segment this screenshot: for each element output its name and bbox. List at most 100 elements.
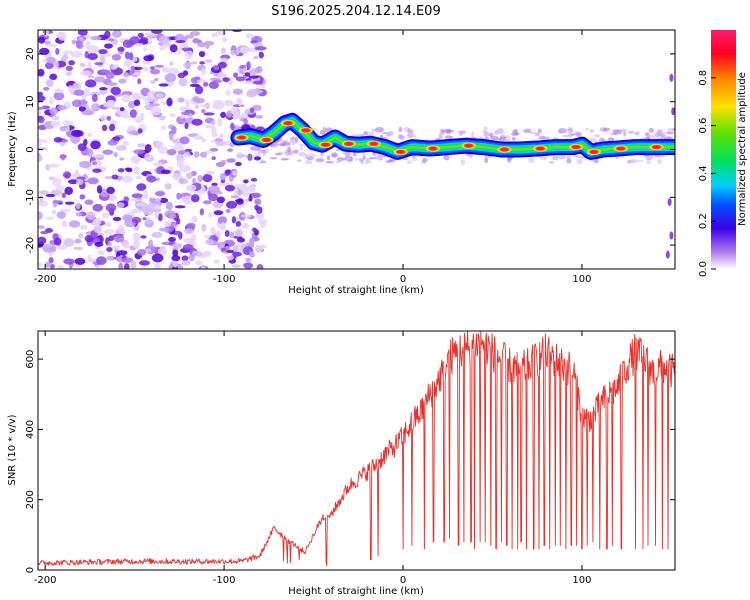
noise-blob <box>134 43 144 47</box>
noise-blob <box>106 246 113 253</box>
track-halo-blob <box>537 128 542 134</box>
noise-blob <box>119 106 125 112</box>
noise-blob <box>184 34 195 39</box>
edge-speck <box>671 107 675 116</box>
noise-blob <box>204 124 216 129</box>
x-tick-label: 100 <box>572 274 591 285</box>
track-halo-blob <box>496 128 505 135</box>
track-halo-blob <box>468 153 473 159</box>
track-halo-blob <box>406 160 413 164</box>
noise-blob <box>218 133 224 140</box>
noise-blob <box>63 258 75 265</box>
noise-blob <box>235 98 242 103</box>
noise-blob <box>184 227 195 235</box>
noise-blob <box>220 221 226 230</box>
track-halo-blob <box>374 126 384 133</box>
y-tick-label: 10 <box>25 95 36 108</box>
noise-blob <box>183 61 192 69</box>
noise-blob <box>176 158 185 166</box>
x-tick-label: -200 <box>34 274 57 285</box>
noise-blob <box>249 67 258 76</box>
track-halo-blob <box>365 131 375 137</box>
ridge-peak-point <box>302 128 309 132</box>
noise-blob <box>101 124 108 132</box>
noise-blob <box>94 241 104 247</box>
ridge-peak-point <box>345 142 352 146</box>
noise-blob <box>38 111 42 117</box>
noise-blob <box>172 260 178 268</box>
snr-series-line <box>38 331 675 567</box>
track-halo-blob <box>461 130 467 135</box>
track-halo-blob <box>510 132 519 137</box>
noise-blob <box>206 170 215 175</box>
noise-blob <box>74 169 80 177</box>
noise-blob <box>184 200 191 205</box>
noise-blob <box>118 262 123 269</box>
noise-blob <box>57 264 64 269</box>
track-halo-blob <box>634 131 640 136</box>
noise-blob <box>223 101 234 107</box>
noise-blob <box>231 170 238 176</box>
noise-blob <box>105 71 115 80</box>
noise-blob <box>130 65 135 74</box>
noise-blob <box>77 143 87 152</box>
noise-blob <box>163 221 172 227</box>
noise-blob <box>75 202 81 210</box>
noise-blob <box>199 151 208 158</box>
track-halo-blob <box>574 131 580 135</box>
noise-blob <box>90 140 101 150</box>
noise-blob <box>220 247 227 252</box>
ridge-peak-point <box>284 121 292 125</box>
noise-blob <box>232 113 243 120</box>
noise-blob <box>160 169 171 175</box>
y-tick-label: -20 <box>25 237 36 253</box>
colorbar: 0.0 0.2 0.4 0.6 0.8 Normalized spectral ampl… <box>698 30 748 277</box>
noise-blob <box>194 85 204 95</box>
noise-blob <box>38 142 43 147</box>
y-tick-label: 600 <box>25 350 36 369</box>
track-halo-blob <box>499 136 507 139</box>
noise-blob <box>202 250 212 258</box>
noise-blob <box>123 72 130 77</box>
noise-blob <box>202 174 213 183</box>
noise-blob <box>62 50 74 55</box>
noise-blob <box>225 200 238 209</box>
noise-blob <box>118 78 127 84</box>
noise-blob <box>67 179 79 185</box>
noise-blob <box>63 238 75 247</box>
noise-blob <box>181 260 191 266</box>
track-halo-blob <box>648 127 654 133</box>
noise-blob <box>87 61 92 70</box>
track-halo-blob <box>443 154 450 161</box>
track-halo-blob <box>352 151 357 157</box>
noise-blob <box>230 122 235 131</box>
noise-blob <box>244 199 250 203</box>
noise-blob <box>244 72 251 77</box>
noise-blob <box>254 46 267 51</box>
noise-blob <box>146 90 158 100</box>
noise-blob <box>168 67 179 75</box>
noise-blob <box>183 152 191 159</box>
noise-blob <box>129 109 137 118</box>
noise-blob <box>194 104 199 109</box>
noise-blob <box>176 50 182 55</box>
noise-blob <box>230 195 240 199</box>
noise-blob <box>194 260 203 266</box>
snr-x-axis-label: Height of straight line (km) <box>288 586 424 597</box>
noise-blob <box>199 208 205 216</box>
track-halo-blob <box>315 158 325 163</box>
noise-blob <box>196 79 208 84</box>
track-halo-blob <box>409 134 418 138</box>
track-halo-blob <box>398 126 403 133</box>
noise-blob <box>255 114 264 119</box>
noise-blob <box>94 62 104 66</box>
noise-blob <box>191 250 203 257</box>
noise-blob <box>103 222 112 227</box>
noise-blob <box>229 49 240 56</box>
noise-blob <box>38 225 45 229</box>
noise-blob <box>204 234 211 239</box>
noise-blob <box>164 73 177 83</box>
noise-blob <box>80 98 87 108</box>
track-halo-blob <box>438 134 443 139</box>
